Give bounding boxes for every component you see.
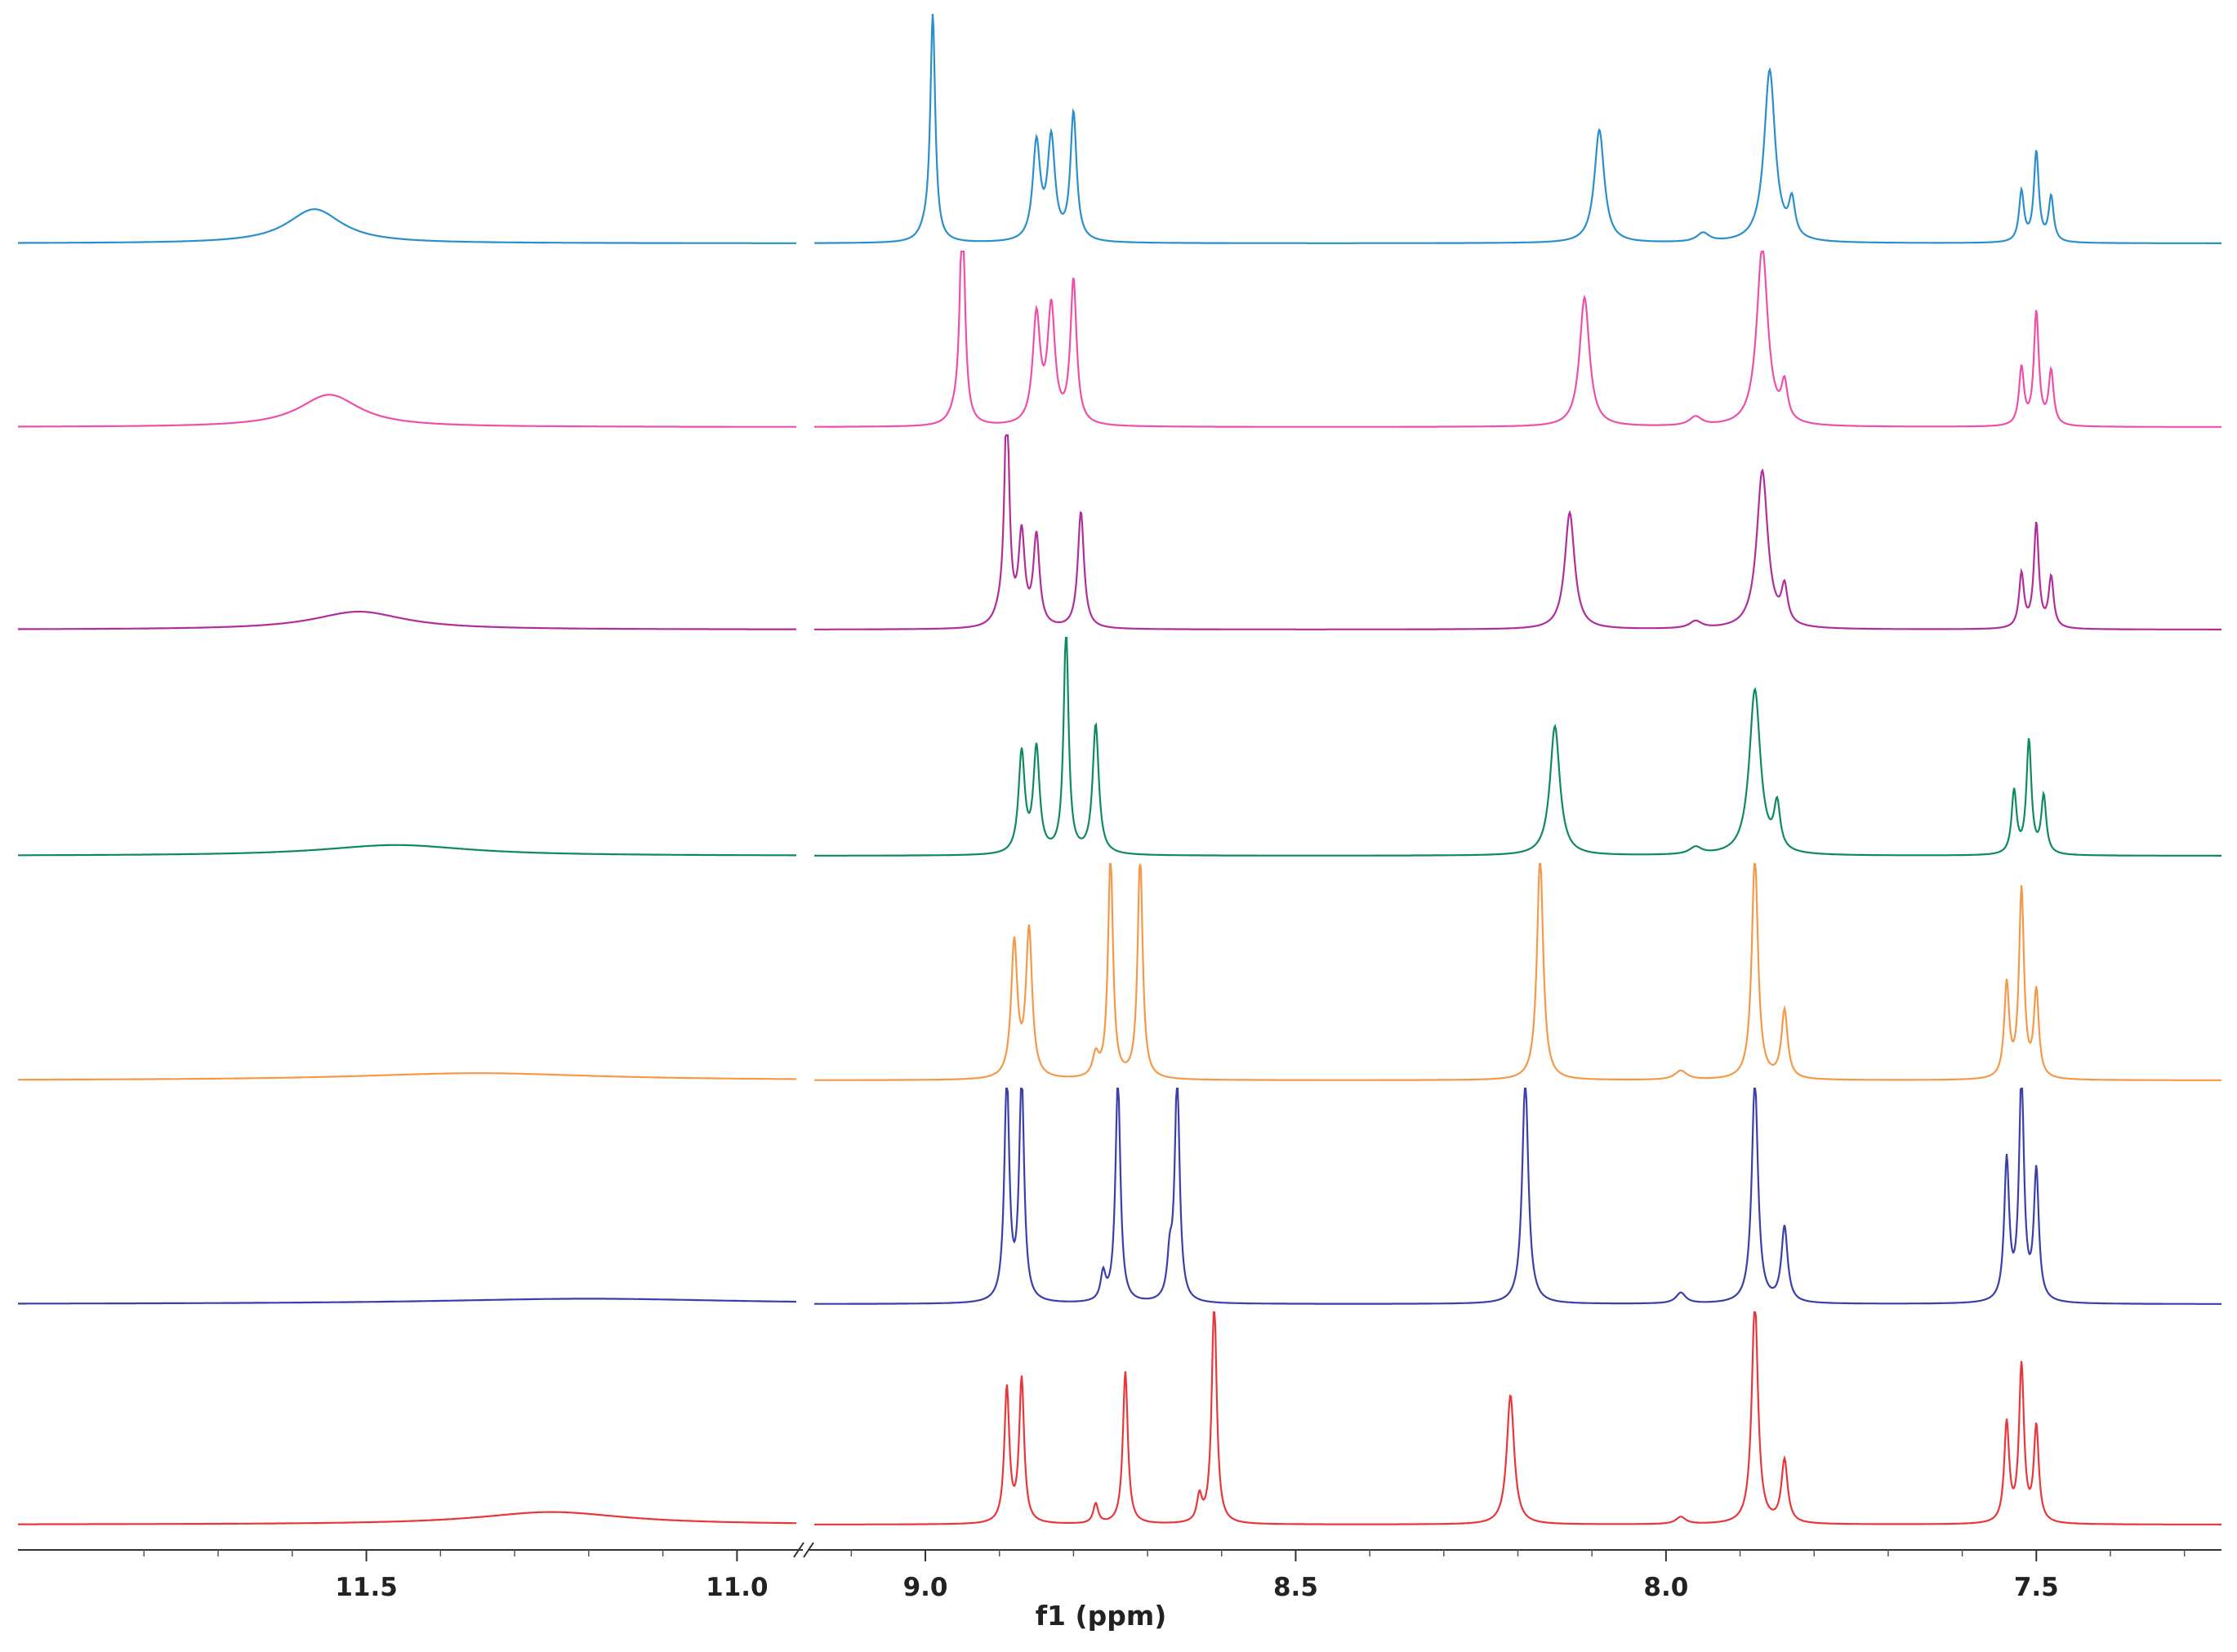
axis-break-marker: [793, 1542, 814, 1558]
spectrum-trace-2-segment-1: [18, 394, 796, 428]
spectrum-trace-6-segment-1: [18, 1298, 796, 1305]
tick-label-1: 11.5: [335, 1573, 398, 1602]
spectrum-trace-5-segment-1: [18, 1072, 796, 1081]
spectrum-trace-5-segment-2: [814, 862, 2221, 1081]
spectrum-trace-4-segment-2: [814, 636, 2221, 857]
spectrum-trace-7-segment-1: [18, 1511, 796, 1525]
axis-break-mark-1: [793, 1542, 804, 1558]
x-axis-title: f1 (ppm): [1036, 1600, 1167, 1632]
tick-label-4: 8.5: [1273, 1573, 1318, 1602]
spectrum-trace-3-segment-1: [18, 610, 796, 630]
spectrum-trace-6-segment-2: [814, 1087, 2221, 1305]
tick-label-5: 8.0: [1643, 1573, 1688, 1602]
spectrum-trace-1-segment-1: [18, 208, 796, 244]
tick-label-3: 9.0: [903, 1573, 948, 1602]
spectra-traces: [18, 14, 2222, 1525]
spectrum-trace-2-segment-2: [814, 250, 2222, 428]
spectrum-trace-1-segment-2: [814, 14, 2221, 244]
x-axis: 11.5 11.0 9.0 8.5 8.0 7.5: [18, 1542, 2221, 1602]
tick-label-2: 11.0: [706, 1573, 769, 1602]
spectrum-trace-4-segment-1: [18, 844, 796, 857]
x-axis-ticks: 11.5 11.0 9.0 8.5 8.0 7.5: [143, 1550, 2186, 1602]
spectrum-trace-7-segment-2: [814, 1311, 2221, 1525]
axis-break-mark-2: [803, 1542, 814, 1558]
spectrum-trace-3-segment-2: [814, 434, 2221, 630]
tick-label-6: 7.5: [2014, 1573, 2059, 1602]
